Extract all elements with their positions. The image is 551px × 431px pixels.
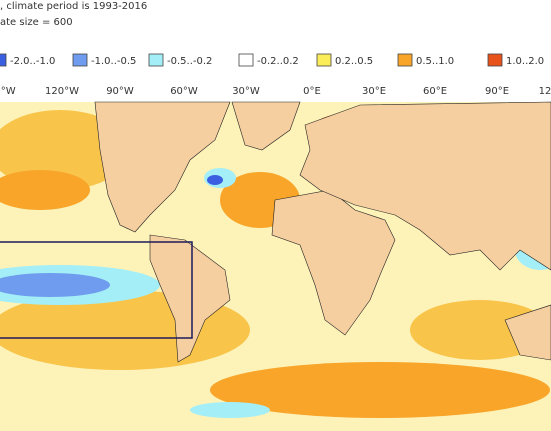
legend-swatch xyxy=(238,53,254,67)
legend-swatch xyxy=(397,53,413,67)
north-america xyxy=(94,101,231,233)
map xyxy=(0,101,551,431)
legend-label: -2.0..-1.0 xyxy=(10,56,55,67)
longitude-label: 0°W xyxy=(0,86,16,97)
legend-label: -0.2..0.2 xyxy=(257,56,299,67)
longitude-label: 30°W xyxy=(232,86,260,97)
legend-swatch xyxy=(0,53,7,67)
eurasia xyxy=(299,101,551,271)
legend-swatch xyxy=(316,53,332,67)
longitude-label: 120°W xyxy=(45,86,79,97)
anomaly xyxy=(207,175,223,185)
longitude-label: 90°W xyxy=(106,86,134,97)
australia xyxy=(504,304,551,361)
greenland xyxy=(231,101,301,151)
legend-label: -1.0..-0.5 xyxy=(91,56,136,67)
title-line: , climate period is 1993-2016 xyxy=(0,1,147,12)
longitude-label: 12 xyxy=(539,86,551,97)
nino-region-box xyxy=(0,241,193,339)
anomaly xyxy=(210,362,550,418)
legend-label: 1.0..2.0 xyxy=(506,56,544,67)
anomaly xyxy=(0,273,110,297)
legend-label: -0.5..-0.2 xyxy=(167,56,212,67)
anomaly xyxy=(0,110,130,190)
longitude-label: 60°W xyxy=(170,86,198,97)
anomaly xyxy=(190,402,270,418)
legend-label: 0.5..1.0 xyxy=(416,56,454,67)
africa xyxy=(271,189,396,336)
longitude-label: 30°E xyxy=(362,86,386,97)
longitude-label: 90°E xyxy=(485,86,509,97)
title-line: ate size = 600 xyxy=(0,17,73,28)
land xyxy=(94,101,551,363)
anomaly xyxy=(0,170,90,210)
longitude-label: 60°E xyxy=(423,86,447,97)
longitude-labels: 0°W 120°W 90°W 60°W 30°W 0°E 30°E 60°E 90°E 12 xyxy=(0,86,551,97)
longitude-label: 0°E xyxy=(303,86,321,97)
legend-swatch xyxy=(148,53,164,67)
legend-swatch xyxy=(487,53,503,67)
south-america xyxy=(149,234,231,363)
anomaly xyxy=(410,300,550,360)
legend: -2.0..-1.0 -1.0..-0.5 -0.5..-0.2 -0.2..0.2 0… xyxy=(0,53,544,67)
legend-swatch xyxy=(72,53,88,67)
legend-label: 0.2..0.5 xyxy=(335,56,373,67)
